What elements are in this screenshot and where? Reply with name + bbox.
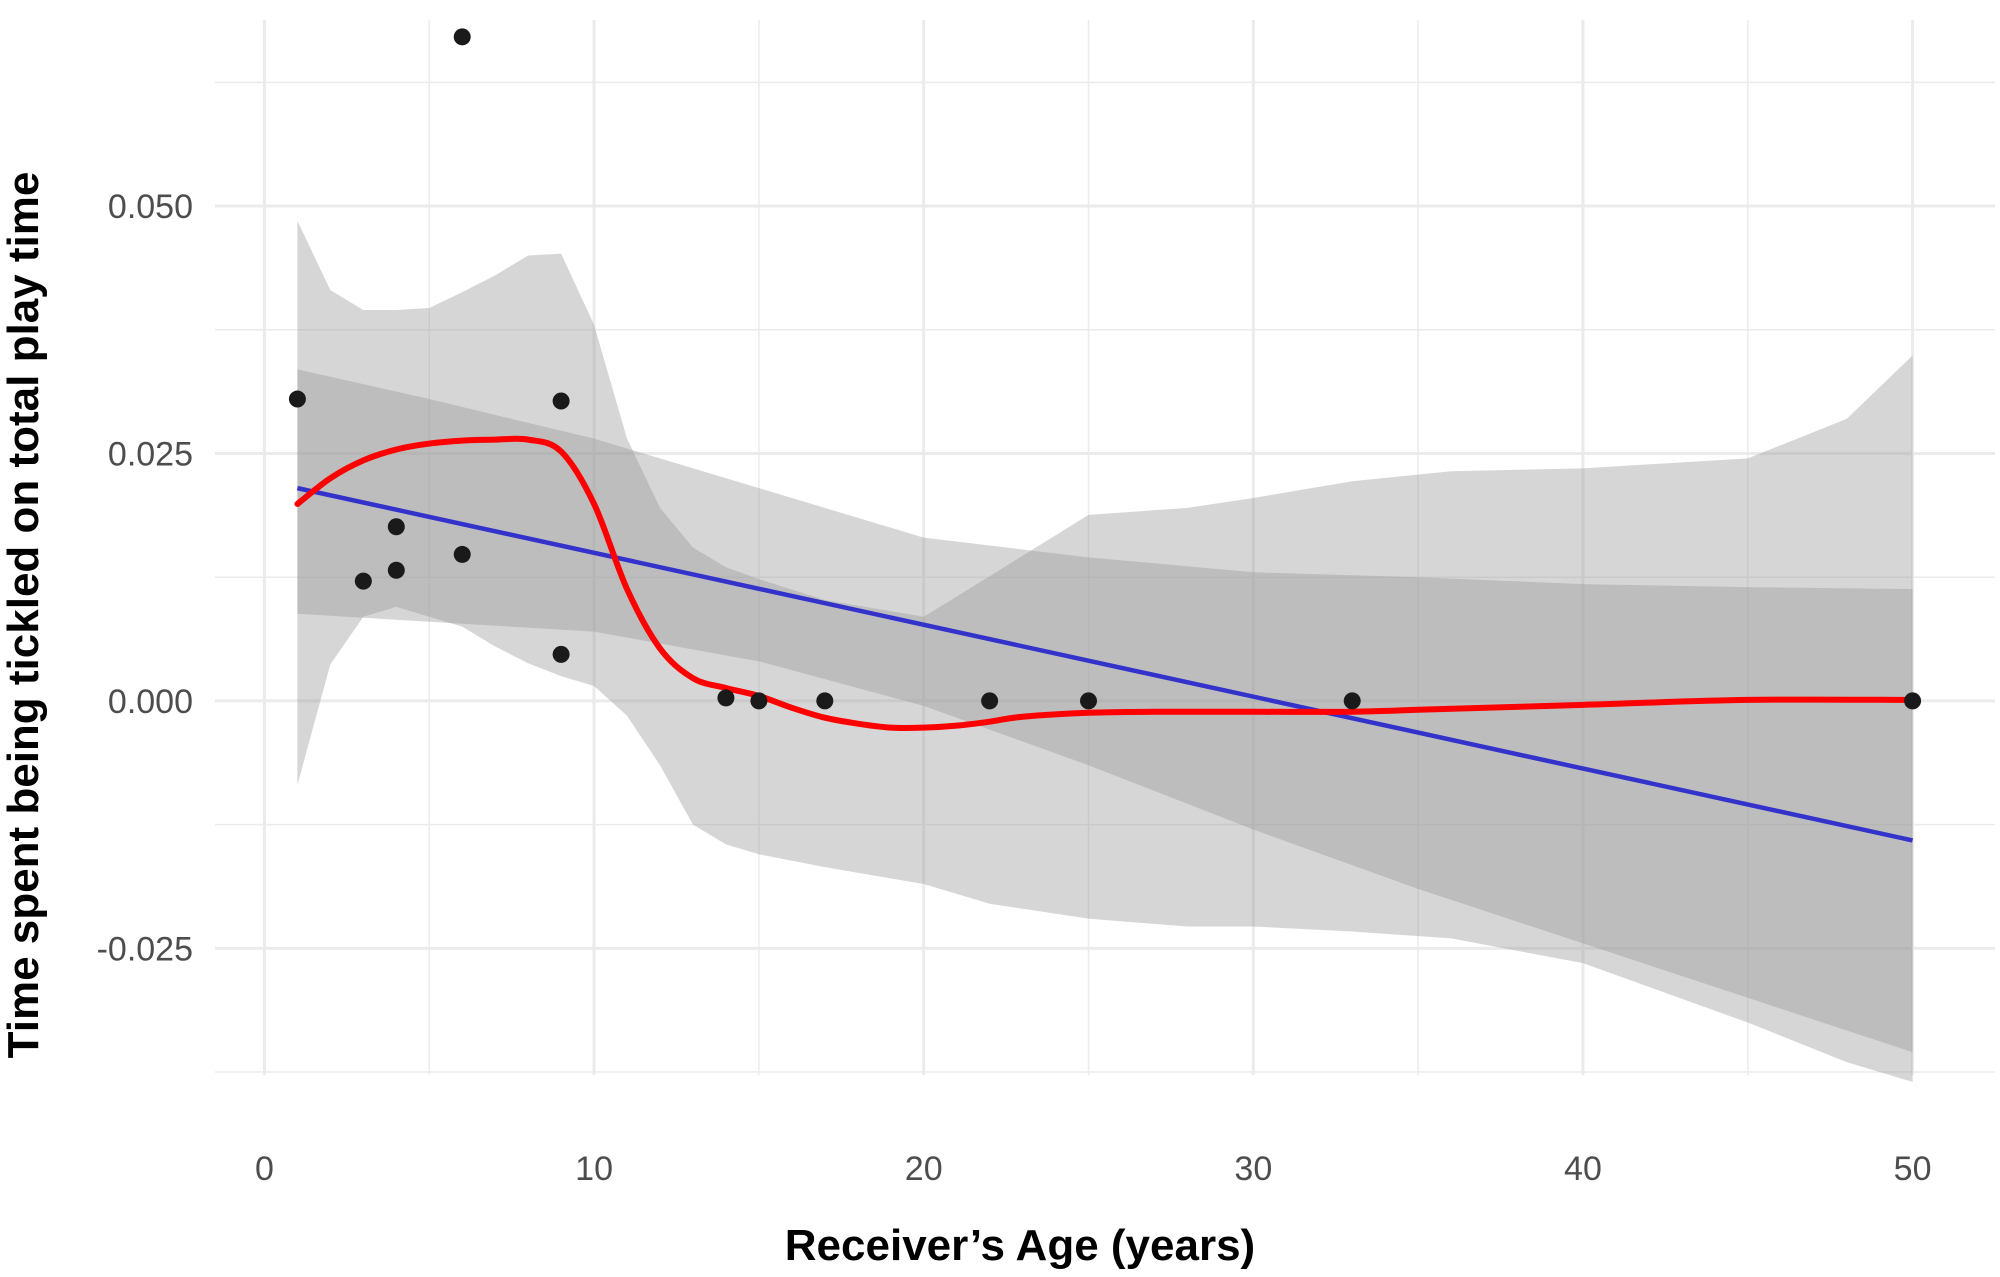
confidence-bands <box>297 220 1913 1082</box>
x-tick-label: 20 <box>905 1150 943 1188</box>
grid <box>215 20 1995 1075</box>
y-tick-label: 0.050 <box>108 188 193 226</box>
data-point <box>816 692 834 710</box>
data-point <box>453 545 471 563</box>
data-point <box>552 645 570 663</box>
linear-fit-line <box>296 485 1914 843</box>
data-point <box>717 689 735 707</box>
x-tick-label: 10 <box>575 1150 613 1188</box>
y-tick-label: -0.025 <box>97 930 193 968</box>
y-axis-ticks: -0.025 0.000 0.025 0.050 <box>97 188 193 968</box>
loess-fit-line <box>294 435 1916 731</box>
fit-lines <box>294 435 1916 843</box>
data-point <box>288 390 306 408</box>
data-point <box>354 572 372 590</box>
x-axis-ticks: 0 10 20 30 40 50 <box>255 1150 1932 1188</box>
y-axis-title: Time spent being tickled on total play t… <box>0 172 48 1059</box>
data-point <box>1343 692 1361 710</box>
x-tick-label: 30 <box>1234 1150 1272 1188</box>
x-tick-label: 40 <box>1564 1150 1602 1188</box>
x-tick-label: 0 <box>255 1150 274 1188</box>
data-point <box>552 392 570 410</box>
data-point <box>981 692 999 710</box>
loess-confidence-band <box>297 220 1913 1082</box>
data-point <box>387 561 405 579</box>
data-point <box>453 28 471 46</box>
data-point <box>1080 692 1098 710</box>
data-point <box>1904 692 1922 710</box>
y-tick-label: 0.000 <box>108 683 193 721</box>
data-point <box>750 692 768 710</box>
x-axis-title: Receiver’s Age (years) <box>785 1221 1255 1270</box>
data-point <box>387 518 405 536</box>
data-points <box>288 28 1922 710</box>
x-tick-label: 50 <box>1894 1150 1932 1188</box>
y-tick-label: 0.025 <box>108 435 193 473</box>
